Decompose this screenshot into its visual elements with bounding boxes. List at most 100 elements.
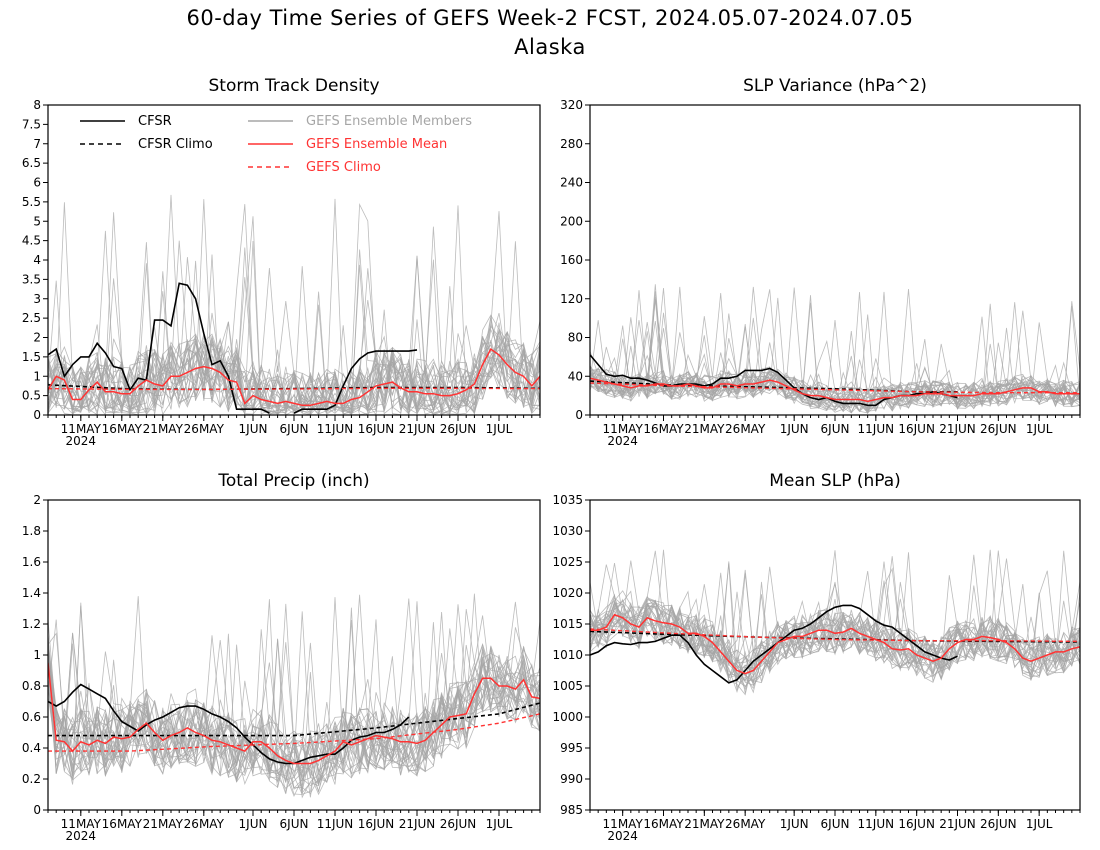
gefs-mean-line — [48, 662, 540, 765]
y-tick-label: 1030 — [552, 524, 583, 538]
y-tick-label: 3.5 — [22, 272, 41, 286]
ensemble-member-line — [48, 628, 540, 798]
x-tick-label: 11JUN — [317, 422, 354, 436]
ensemble-member-line — [590, 572, 1080, 687]
ensemble-member-line — [590, 322, 1080, 411]
x-tick-label: 26JUN — [980, 817, 1017, 831]
y-tick-label: 2 — [33, 331, 41, 345]
y-tick-label: 6.5 — [22, 156, 41, 170]
x-tick-label: 11JUN — [858, 422, 895, 436]
panel-title: Total Precip (inch) — [217, 471, 369, 491]
x-tick-label: 26JUN — [440, 422, 477, 436]
figure-title: 60-day Time Series of GEFS Week-2 FCST, … — [0, 4, 1100, 62]
y-tick-label: 200 — [560, 214, 583, 228]
gefs-mean-line — [590, 377, 1080, 403]
panel-title: Storm Track Density — [208, 76, 379, 96]
x-tick-label: 16JUN — [358, 817, 395, 831]
y-tick-label: 0 — [33, 408, 41, 422]
y-tick-label: 0.5 — [22, 389, 41, 403]
legend-cfsr-label: CFSR — [138, 114, 172, 129]
legend: CFSR CFSR Climo GEFS Ensemble Members GEFS … — [80, 114, 472, 175]
y-tick-label: 0.2 — [22, 772, 41, 786]
ensemble-member-line — [590, 581, 1080, 679]
ensemble-member-line — [48, 629, 540, 788]
x-tick-label: 26MAY — [184, 422, 225, 436]
ensemble-member-line — [48, 646, 540, 789]
ensemble-member-line — [48, 670, 540, 795]
y-tick-label: 1.2 — [22, 617, 41, 631]
y-tick-label: 7.5 — [22, 117, 41, 131]
x-tick-label: 11MAY — [603, 817, 644, 831]
x-tick-label: 1JUL — [486, 422, 513, 436]
x-tick-label: 1JUN — [239, 817, 268, 831]
cfsr-line — [293, 349, 418, 414]
x-tick-label: 6JUN — [280, 422, 309, 436]
figure-title-region: Alaska — [514, 35, 586, 59]
y-tick-label: 2.5 — [22, 311, 41, 325]
ensemble-members — [48, 593, 540, 799]
y-tick-label: 1015 — [552, 617, 583, 631]
ensemble-member-line — [48, 267, 540, 415]
gefs-climo-line — [590, 382, 1080, 394]
ensemble-member-line — [590, 593, 1080, 690]
chart-panel-2: SLP Variance (hPa^2) 0 40 80 120 160 200 240 280… — [560, 76, 1081, 448]
x-tick-label: 16JUN — [898, 422, 935, 436]
y-tick-label: 40 — [568, 369, 583, 383]
ensemble-member-line — [590, 288, 1080, 409]
ensemble-member-line — [590, 320, 1080, 413]
y-tick-label: 1025 — [552, 555, 583, 569]
x-tick-label: 1JUL — [1026, 817, 1053, 831]
y-tick-label: 1000 — [552, 710, 583, 724]
ensemble-member-line — [590, 563, 1080, 691]
x-tick-label: 21JUN — [399, 422, 436, 436]
ensemble-members — [590, 284, 1080, 415]
x-tick-label: 6JUN — [821, 817, 850, 831]
ensemble-member-line — [48, 663, 540, 796]
x-tick-label: 21JUN — [939, 817, 976, 831]
x-tick-label: 26MAY — [725, 422, 766, 436]
y-tick-label: 3 — [33, 292, 41, 306]
panel-title: SLP Variance (hPa^2) — [743, 76, 927, 96]
x-tick-label: 11MAY — [61, 817, 102, 831]
x-tick-label: 11JUN — [317, 817, 354, 831]
y-tick-label: 1035 — [552, 493, 583, 507]
plot-area — [48, 194, 540, 415]
gefs-mean-line — [48, 347, 540, 407]
x-tick-label: 1JUN — [780, 817, 809, 831]
ensemble-member-line — [48, 601, 540, 785]
ensemble-member-line — [590, 303, 1080, 413]
x-tick-label: 6JUN — [821, 422, 850, 436]
x-tick-label: 1JUN — [239, 422, 268, 436]
y-tick-label: 4.5 — [22, 234, 41, 248]
x-tick-label: 26JUN — [980, 422, 1017, 436]
plot-frame — [589, 104, 1081, 416]
y-tick-label: 280 — [560, 137, 583, 151]
ensemble-member-line — [590, 323, 1080, 413]
ensemble-member-line — [590, 558, 1080, 696]
ensemble-member-line — [48, 619, 540, 786]
ensemble-member-line — [48, 656, 540, 789]
x-tick-label: 1JUL — [486, 817, 513, 831]
plot-area — [48, 593, 540, 799]
panel-title: Mean SLP (hPa) — [769, 471, 901, 491]
x-tick-label: 1JUN — [780, 422, 809, 436]
x-tick-label: 21MAY — [143, 817, 184, 831]
x-tick-label: 26MAY — [184, 817, 225, 831]
chart-panel-1: Storm Track Density 0 0.5 1 1.5 2 2.5 3 3.5 4 4.5 5… — [22, 76, 541, 448]
x-tick-label: 21MAY — [684, 817, 725, 831]
ensemble-member-line — [48, 286, 540, 414]
legend-members-label: GEFS Ensemble Members — [306, 114, 472, 129]
ensemble-members — [48, 194, 540, 415]
x-tick-label: 6JUN — [280, 817, 309, 831]
x-tick-label: 16JUN — [898, 817, 935, 831]
chart-panel-4: Mean SLP (hPa) 985 990 995 1000 1005 1010 1015 1… — [552, 471, 1081, 843]
y-tick-label: 320 — [560, 98, 583, 112]
legend-mean-label: GEFS Ensemble Mean — [306, 137, 447, 152]
ensemble-member-line — [48, 199, 540, 415]
y-tick-label: 1.5 — [22, 350, 41, 364]
ensemble-member-line — [590, 554, 1080, 678]
x-tick-label: 11MAY — [603, 422, 644, 436]
x-tick-label: 21MAY — [143, 422, 184, 436]
x-tick-label: 1JUL — [1026, 422, 1053, 436]
gefs-mean-line — [590, 613, 1080, 675]
